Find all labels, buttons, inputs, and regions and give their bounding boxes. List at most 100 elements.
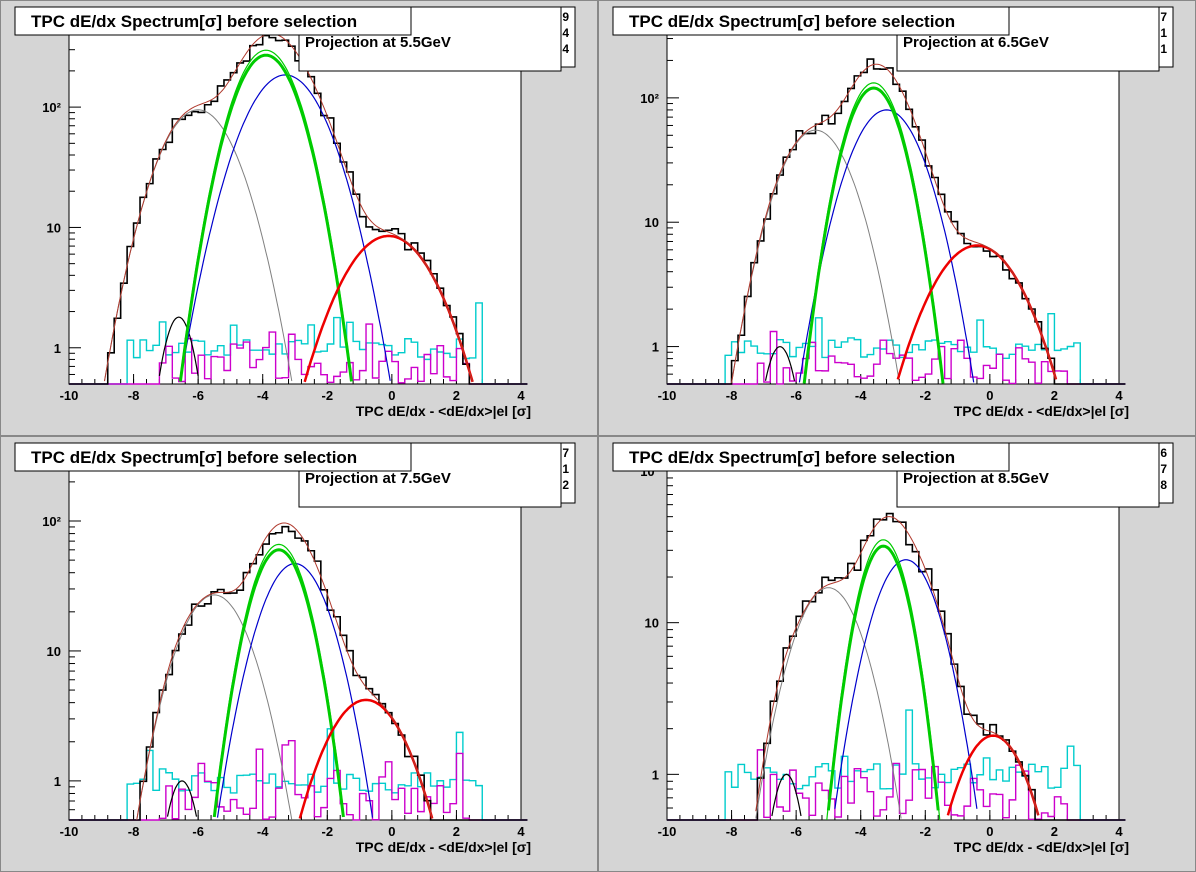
x-tick-label: -6 (790, 388, 802, 403)
y-tick-label: 10² (42, 514, 61, 529)
y-tick-label: 1 (54, 341, 61, 356)
total-fit-curve (731, 63, 1057, 383)
y-tick-label: 10² (640, 91, 659, 106)
stats-value: 1 (1160, 26, 1167, 40)
x-axis-title: TPC dE/dx - <dE/dx>|el [σ] (954, 403, 1129, 419)
blue-component-curve (834, 559, 978, 809)
y-tick-label: 10 (47, 220, 61, 235)
black-component-curve (158, 316, 199, 377)
x-tick-label: -8 (726, 824, 738, 839)
y-tick-label: 1 (652, 767, 659, 782)
data-histogram (667, 512, 1126, 821)
stats-value: 1 (1160, 42, 1167, 56)
total-fit-curve (104, 33, 474, 383)
x-tick-label: -4 (257, 388, 269, 403)
x-tick-label: -6 (192, 824, 204, 839)
y-tick-label: 10² (42, 100, 61, 115)
chart-title: TPC dE/dx Spectrum[σ] before selection (31, 12, 357, 31)
x-tick-label: 2 (453, 388, 460, 403)
chart-5p5gev: -10 -8 -6 -4 -2 0 2 4 1 10 10² TPC dE/dx - <dE/dx>|… (14, 6, 576, 419)
x-tick-label: -2 (322, 388, 334, 403)
x-tick-label: 0 (388, 824, 395, 839)
chart-title: TPC dE/dx Spectrum[σ] before selection (629, 12, 955, 31)
x-tick-label: 2 (1051, 824, 1058, 839)
y-tick-label: 10 (47, 644, 61, 659)
stats-value: 7 (562, 446, 569, 460)
black-component-curve (166, 780, 198, 817)
stats-value: 8 (1160, 478, 1167, 492)
x-tick-label: -8 (726, 388, 738, 403)
x-tick-label: -2 (322, 824, 334, 839)
x-axis-title: TPC dE/dx - <dE/dx>|el [σ] (356, 839, 531, 855)
x-tick-label: 4 (1115, 824, 1123, 839)
y-tick-label: 10 (645, 616, 659, 631)
y-tick-label: 1 (54, 774, 61, 789)
x-tick-label: 2 (453, 824, 460, 839)
panel-7p5gev: -10 -8 -6 -4 -2 0 2 4 1 10 10² TPC dE/dx - <dE/dx>|… (0, 436, 598, 872)
data-histogram (69, 34, 528, 385)
x-tick-label: -10 (658, 388, 677, 403)
x-tick-label: 2 (1051, 388, 1058, 403)
chart-6p5gev: -10 -8 -6 -4 -2 0 2 4 1 10 10² TPC dE/dx - <dE/dx>|… (612, 6, 1174, 419)
chart-title: TPC dE/dx Spectrum[σ] before selection (629, 448, 955, 467)
stats-value: 4 (562, 26, 569, 40)
cyan-histogram (667, 312, 1126, 385)
stats-value: 7 (1160, 10, 1167, 24)
black-component-curve (771, 773, 802, 817)
x-tick-label: -6 (790, 824, 802, 839)
x-tick-label: -8 (128, 388, 140, 403)
x-tick-label: -8 (128, 824, 140, 839)
stats-value: 6 (1160, 446, 1167, 460)
chart-7p5gev: -10 -8 -6 -4 -2 0 2 4 1 10 10² TPC dE/dx - <dE/dx>|… (14, 442, 576, 855)
gray-component-curve (136, 594, 293, 820)
green-component-curve (802, 86, 945, 384)
title-box (14, 442, 412, 472)
cyan-histogram (69, 728, 528, 821)
x-axis-title: TPC dE/dx - <dE/dx>|el [σ] (356, 403, 531, 419)
x-tick-label: -4 (855, 388, 867, 403)
projection-label: Projection at 8.5GeV (903, 470, 1049, 487)
total-fit-curve (755, 516, 1039, 816)
projection-label: Projection at 7.5GeV (305, 470, 451, 487)
x-axis-title: TPC dE/dx - <dE/dx>|el [σ] (954, 839, 1129, 855)
x-tick-label: 0 (986, 824, 993, 839)
x-tick-label: -10 (658, 824, 677, 839)
total-fit-curve (136, 522, 433, 820)
x-tick-label: 0 (986, 388, 993, 403)
title-box (612, 6, 1010, 36)
x-tick-label: -2 (920, 388, 932, 403)
green-component-curve (212, 548, 345, 818)
x-tick-label: -4 (257, 824, 269, 839)
plot-frame (68, 22, 522, 385)
panel-5p5gev: -10 -8 -6 -4 -2 0 2 4 1 10 10² TPC dE/dx - <dE/dx>|… (0, 0, 598, 436)
green-component-curve (178, 53, 353, 382)
panel-8p5gev: -10 -8 -6 -4 -2 0 2 4 1 10 10² TPC dE/dx - <dE/dx>|… (598, 436, 1196, 872)
gray-component-curve (731, 129, 900, 383)
stats-value: 7 (1160, 462, 1167, 476)
y-tick-label: 1 (652, 340, 659, 355)
x-tick-label: 4 (517, 824, 525, 839)
projection-label: Projection at 6.5GeV (903, 34, 1049, 51)
x-tick-label: -10 (60, 824, 79, 839)
x-tick-label: 0 (388, 388, 395, 403)
magenta-histogram (69, 740, 528, 821)
projection-label: Projection at 5.5GeV (305, 34, 451, 51)
x-tick-label: -4 (855, 824, 867, 839)
green-component-curve (826, 544, 940, 811)
stats-value: 9 (562, 10, 569, 24)
title-box (14, 6, 412, 36)
panel-6p5gev: -10 -8 -6 -4 -2 0 2 4 1 10 10² TPC dE/dx - <dE/dx>|… (598, 0, 1196, 436)
x-tick-label: 4 (1115, 388, 1123, 403)
x-tick-label: 4 (517, 388, 525, 403)
blue-component-curve (798, 109, 975, 383)
stats-value: 4 (562, 42, 569, 56)
x-tick-label: -10 (60, 388, 79, 403)
x-tick-label: -6 (192, 388, 204, 403)
x-tick-label: -2 (920, 824, 932, 839)
black-component-curve (764, 345, 796, 381)
title-box (612, 442, 1010, 472)
chart-title: TPC dE/dx Spectrum[σ] before selection (31, 448, 357, 467)
gray-component-curve (755, 587, 902, 819)
stats-value: 2 (562, 478, 569, 492)
